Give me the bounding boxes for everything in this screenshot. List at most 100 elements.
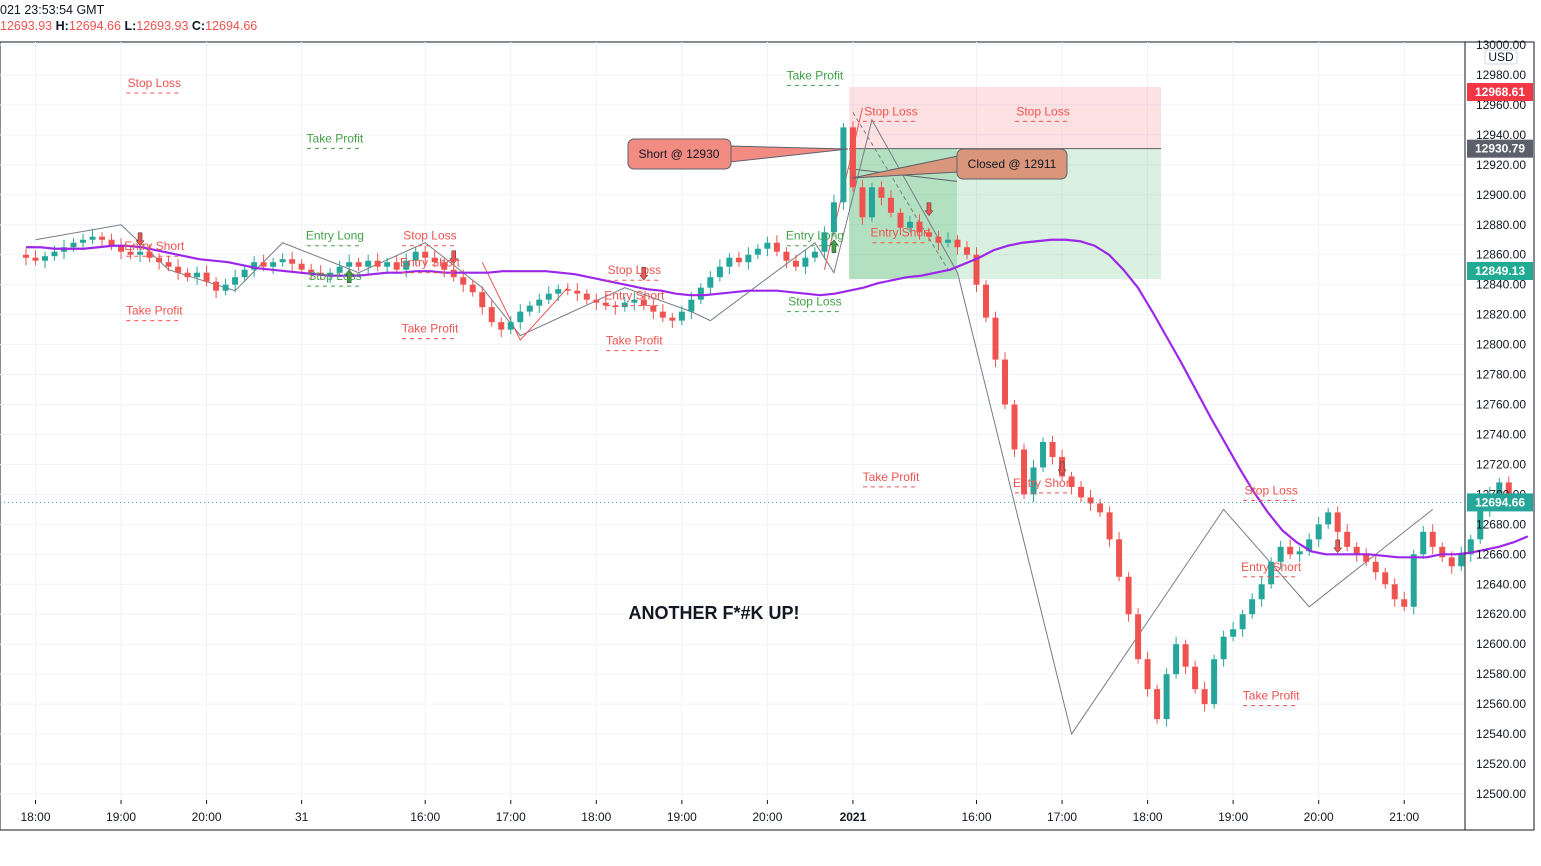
trade-label: Entry Short [604, 289, 665, 303]
zigzag-dashed [852, 112, 949, 270]
price-tick-label: 12840.00 [1476, 278, 1526, 292]
candle-body [1268, 561, 1275, 585]
candle-body [507, 322, 514, 330]
candle-body [650, 305, 657, 312]
candle-body [1163, 674, 1170, 720]
candle-body [764, 242, 771, 249]
candle-body [346, 262, 353, 267]
candle-body [983, 284, 990, 318]
low-label: L: [124, 19, 137, 33]
price-tick-label: 12960.00 [1476, 98, 1526, 112]
price-label: 12968.61 [1475, 85, 1525, 99]
candle-body [859, 187, 866, 218]
candle-body [1097, 503, 1104, 513]
price-tick-label: 12760.00 [1476, 398, 1526, 412]
candle-body [42, 256, 49, 261]
candle-body [1458, 554, 1465, 567]
candle-body [222, 284, 229, 291]
zigzag-path [35, 118, 1434, 736]
candle-body [327, 272, 334, 276]
stop-zone [849, 87, 1161, 149]
candle-body [289, 259, 296, 264]
candle-body [165, 262, 172, 267]
candle-body [32, 257, 39, 261]
candle-body [1429, 531, 1436, 547]
candle-body [232, 277, 239, 285]
candle-body [393, 262, 400, 270]
trade-label: Stop Loss [1016, 104, 1069, 118]
candle-body [669, 317, 676, 321]
price-axis[interactable]: 12500.00 12520.00 12540.00 12560.00 12580.00… [0, 38, 1533, 830]
time-tick-label: 2021 [840, 810, 867, 824]
sell-arrow-icon [639, 266, 649, 281]
price-tick-label: 12560.00 [1476, 697, 1526, 711]
candle-body [1239, 614, 1246, 630]
candle-body [802, 257, 809, 267]
candle-body [384, 262, 391, 267]
trade-label: Take Profit [606, 334, 663, 348]
candle-body [574, 290, 581, 294]
candle-body [878, 187, 885, 198]
candle-body [1372, 561, 1379, 573]
candle-body [726, 257, 733, 267]
candle-body [1144, 659, 1151, 690]
close-value: 12694.66 [205, 19, 258, 33]
candle-body [1087, 497, 1094, 504]
time-tick-label: 18:00 [581, 810, 611, 824]
candle-body [1135, 614, 1142, 660]
candle-body [1344, 531, 1351, 547]
price-label-badge [1467, 493, 1533, 512]
candle-body [80, 239, 87, 243]
candle-body [555, 289, 562, 294]
candle-body [517, 311, 524, 323]
trade-label: Take Profit [307, 131, 364, 145]
candle-body [564, 289, 571, 291]
trade-label: Entry Short [1013, 476, 1074, 490]
candle-body [374, 260, 381, 267]
time-tick-label: 31 [295, 810, 309, 824]
candle-body [745, 254, 752, 263]
price-tick-label: 12860.00 [1476, 248, 1526, 262]
candle-body [1401, 599, 1408, 607]
sell-arrow-icon [1333, 539, 1343, 554]
time-tick-label: 20:00 [752, 810, 782, 824]
chart-annotation-title: ANOTHER F*#K UP! [628, 603, 799, 623]
candle-body [935, 236, 942, 243]
candle-body [783, 251, 790, 261]
candle-body [308, 269, 315, 273]
closed-callout-text: Closed @ 12911 [968, 157, 1057, 171]
candle-body [773, 242, 780, 252]
candle-body [488, 307, 495, 323]
sell-arrow-icon [135, 232, 145, 247]
candle-body [336, 266, 343, 273]
time-tick-label: 20:00 [192, 810, 222, 824]
price-label-badge [1467, 139, 1533, 158]
candle-body [1078, 486, 1085, 498]
datetime-label: 021 23:53:54 GMT [0, 3, 105, 17]
candle-body [23, 254, 29, 258]
candles [23, 121, 1522, 727]
candle-body [707, 277, 714, 288]
price-tick-label: 13000.00 [1476, 38, 1526, 52]
candle-body [194, 272, 201, 278]
price-tick-label: 12720.00 [1476, 457, 1526, 471]
signal-markers [135, 202, 1343, 554]
candle-body [365, 260, 372, 267]
price-tick-label: 12620.00 [1476, 607, 1526, 621]
candle-body [640, 299, 647, 306]
candle-body [498, 322, 505, 330]
time-tick-label: 18:00 [1133, 810, 1163, 824]
candle-body [1410, 554, 1417, 607]
candle-body [403, 260, 410, 270]
candle-body [973, 254, 980, 285]
sell-arrow-icon [449, 250, 459, 265]
trade-label: Stop Loss [308, 269, 361, 283]
time-tick-label: 16:00 [410, 810, 440, 824]
price-tick-label: 12780.00 [1476, 368, 1526, 382]
candle-body [1353, 546, 1360, 555]
candle-body [678, 311, 685, 321]
trade-label: Take Profit [126, 304, 183, 318]
candle-body [1021, 449, 1028, 495]
time-axis[interactable]: 18:00 19:00 20:00 31 16:00 17:00 18:00 19:00 20:… [20, 800, 1420, 824]
